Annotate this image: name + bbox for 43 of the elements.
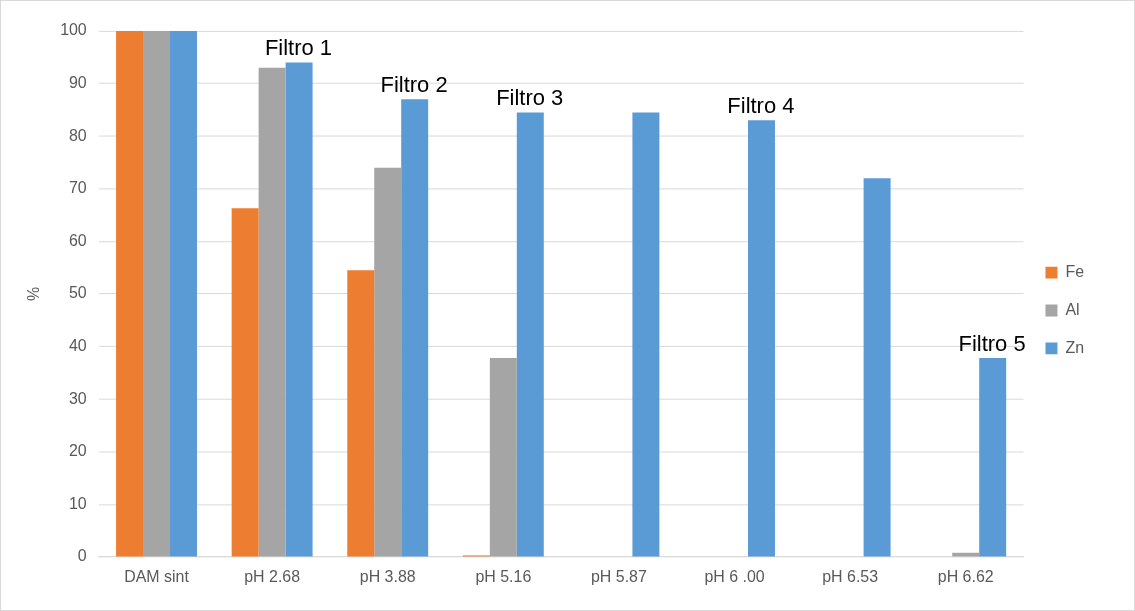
- bar: [285, 62, 313, 557]
- bar: [748, 120, 775, 557]
- y-tick-label: 10: [69, 494, 87, 512]
- y-tick-label: 20: [69, 442, 87, 460]
- y-axis-title: %: [24, 286, 42, 302]
- y-tick-label: 60: [69, 231, 87, 249]
- annotation: Filtro 1: [264, 34, 333, 60]
- y-tick-label: 70: [69, 179, 87, 197]
- y-tick-label: 50: [69, 284, 87, 302]
- bar: [143, 30, 171, 557]
- x-tick-label: pH 2.68: [244, 567, 301, 585]
- annotation: Filtro 3: [496, 84, 564, 110]
- x-tick-label: pH 6.62: [937, 567, 994, 585]
- bar: [374, 167, 402, 557]
- y-tick-label: 40: [69, 336, 87, 354]
- y-tick-label: 30: [69, 389, 87, 407]
- annotation: Filtro 5: [958, 330, 1026, 356]
- x-tick-label: pH 6.53: [822, 567, 879, 585]
- y-tick-label: 0: [77, 547, 87, 565]
- y-tick-label: 80: [69, 126, 87, 144]
- bar: [489, 358, 517, 557]
- x-tick-label: pH 6 .00: [704, 567, 765, 585]
- legend-label: Zn: [1065, 338, 1085, 356]
- legend-label: Fe: [1065, 263, 1085, 280]
- bar: [231, 208, 259, 557]
- bar: [863, 178, 891, 557]
- bar: [170, 30, 197, 557]
- x-tick-label: DAM sint: [124, 567, 190, 585]
- y-tick-label: 90: [69, 73, 87, 91]
- bar: [632, 112, 660, 557]
- x-tick-label: pH 3.88: [359, 567, 416, 585]
- x-tick-label: pH 5.16: [475, 567, 532, 585]
- bar: [116, 30, 144, 557]
- x-tick-label: pH 5.87: [590, 567, 647, 585]
- legend-label: Al: [1065, 300, 1080, 318]
- bar: [258, 67, 286, 557]
- bar: [401, 99, 429, 557]
- bar: [516, 112, 544, 557]
- y-tick-label: 100: [60, 21, 87, 39]
- annotation: Filtro 4: [727, 92, 795, 118]
- bar: [979, 358, 1007, 557]
- bar: [347, 270, 375, 557]
- annotation: Filtro 2: [380, 71, 448, 97]
